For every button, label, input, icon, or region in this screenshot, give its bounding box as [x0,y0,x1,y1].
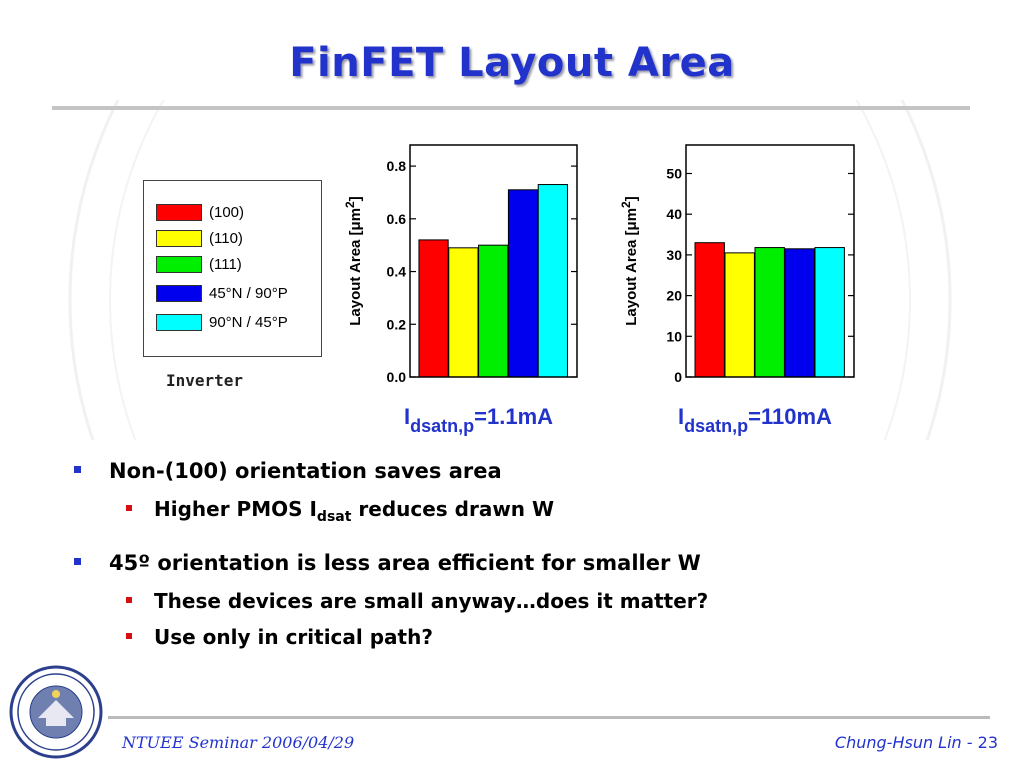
chart-bar [784,248,815,378]
legend-swatch [156,255,202,273]
y-tick-label: 20 [666,288,682,304]
sub-bullet-item: Higher PMOS Idsat reduces drawn W [126,497,554,525]
legend-swatch [156,229,202,247]
chart-bar [418,239,449,378]
current-label: Idsatn,p=1.1mA [404,404,553,436]
page-number: 23 [977,733,998,752]
bullet-text: 45º orientation is less area efficient f… [109,551,701,575]
chart-bar [537,184,568,378]
sub-bullet-item: Use only in critical path? [126,625,433,649]
footer-seminar: NTUEE Seminar 2006/04/29 [122,733,355,752]
bar-chart-1mA: 0.0 0.2 0.4 0.6 0.8 Layout Area [μm2] Idsatn,p… [343,144,578,436]
legend-caption: Inverter [166,371,244,390]
legend-label: (100) [209,203,245,221]
bullet-text: Non-(100) orientation saves area [109,459,502,483]
chart-bar [448,247,479,378]
legend-label: 90°N / 45°P [209,313,288,331]
legend-item-111: (111) [156,255,242,273]
page-title: FinFET Layout Area [289,40,735,86]
bullet-item: Non-(100) orientation saves area [74,459,502,483]
footer-author-page: Chung-Hsun Lin - 23 [835,733,998,752]
chart-legend: (100) (110) (111) 45°N / 90°P 90°N / 45°… [143,180,322,357]
y-tick-label: 0.8 [387,158,407,174]
legend-swatch [156,284,202,302]
footer-divider [108,716,990,719]
sub-bullet-marker [126,633,132,639]
sub-bullet-text: Higher PMOS Idsat reduces drawn W [154,497,554,525]
sub-bullet-text-rest: reduces drawn W [351,497,555,521]
watermark-seal [68,100,952,440]
y-tick-label: 0.4 [387,264,407,280]
current-label: Idsatn,p=110mA [678,404,832,436]
y-tick-label: 40 [666,206,682,222]
legend-swatch [156,313,202,331]
legend-item-90n-45p: 90°N / 45°P [156,313,288,331]
sub-bullet-text-main: Higher PMOS I [154,497,317,521]
y-tick-label: 0 [674,369,682,385]
legend-swatch [156,203,202,221]
y-tick-label: 0.2 [387,316,407,332]
legend-item-110: (110) [156,229,243,247]
legend-item-45n-90p: 45°N / 90°P [156,284,288,302]
sub-bullet-marker [126,597,132,603]
bullet-marker [74,466,81,473]
y-tick-label: 0.6 [387,211,407,227]
chart-bar [724,252,755,378]
sub-bullet-text: These devices are small anyway…does it m… [154,589,709,613]
legend-label: (110) [209,229,243,247]
chart-frame [685,144,855,378]
y-axis-label: Layout Area [μm2] [619,196,640,326]
legend-item-100: (100) [156,203,244,221]
legend-label: 45°N / 90°P [209,284,288,302]
university-seal-logo [9,665,103,759]
chart-bar [754,247,785,378]
title-divider [52,106,970,110]
sub-bullet-marker [126,505,132,511]
y-tick-label: 10 [666,328,682,344]
bar-chart-110mA: 0 10 20 30 40 50 Layout Area [μm2] Idsatn,p=110… [619,144,855,436]
chart-bar [814,247,845,378]
y-tick-label: 30 [666,247,682,263]
sub-bullet-text: Use only in critical path? [154,625,433,649]
legend-label: (111) [209,255,242,273]
y-axis-label: Layout Area [μm2] [343,196,364,326]
y-tick-label: 50 [666,165,682,181]
chart-bar [507,189,539,378]
bullet-item: 45º orientation is less area efficient f… [74,551,701,575]
sub-bullet-item: These devices are small anyway…does it m… [126,589,708,613]
y-tick-label: 0.0 [387,369,407,385]
subscript: dsat [316,509,352,525]
footer-author: Chung-Hsun Lin - [834,733,973,752]
chart-frame [409,144,578,378]
bullet-marker [74,558,81,565]
chart-bar [694,242,725,378]
